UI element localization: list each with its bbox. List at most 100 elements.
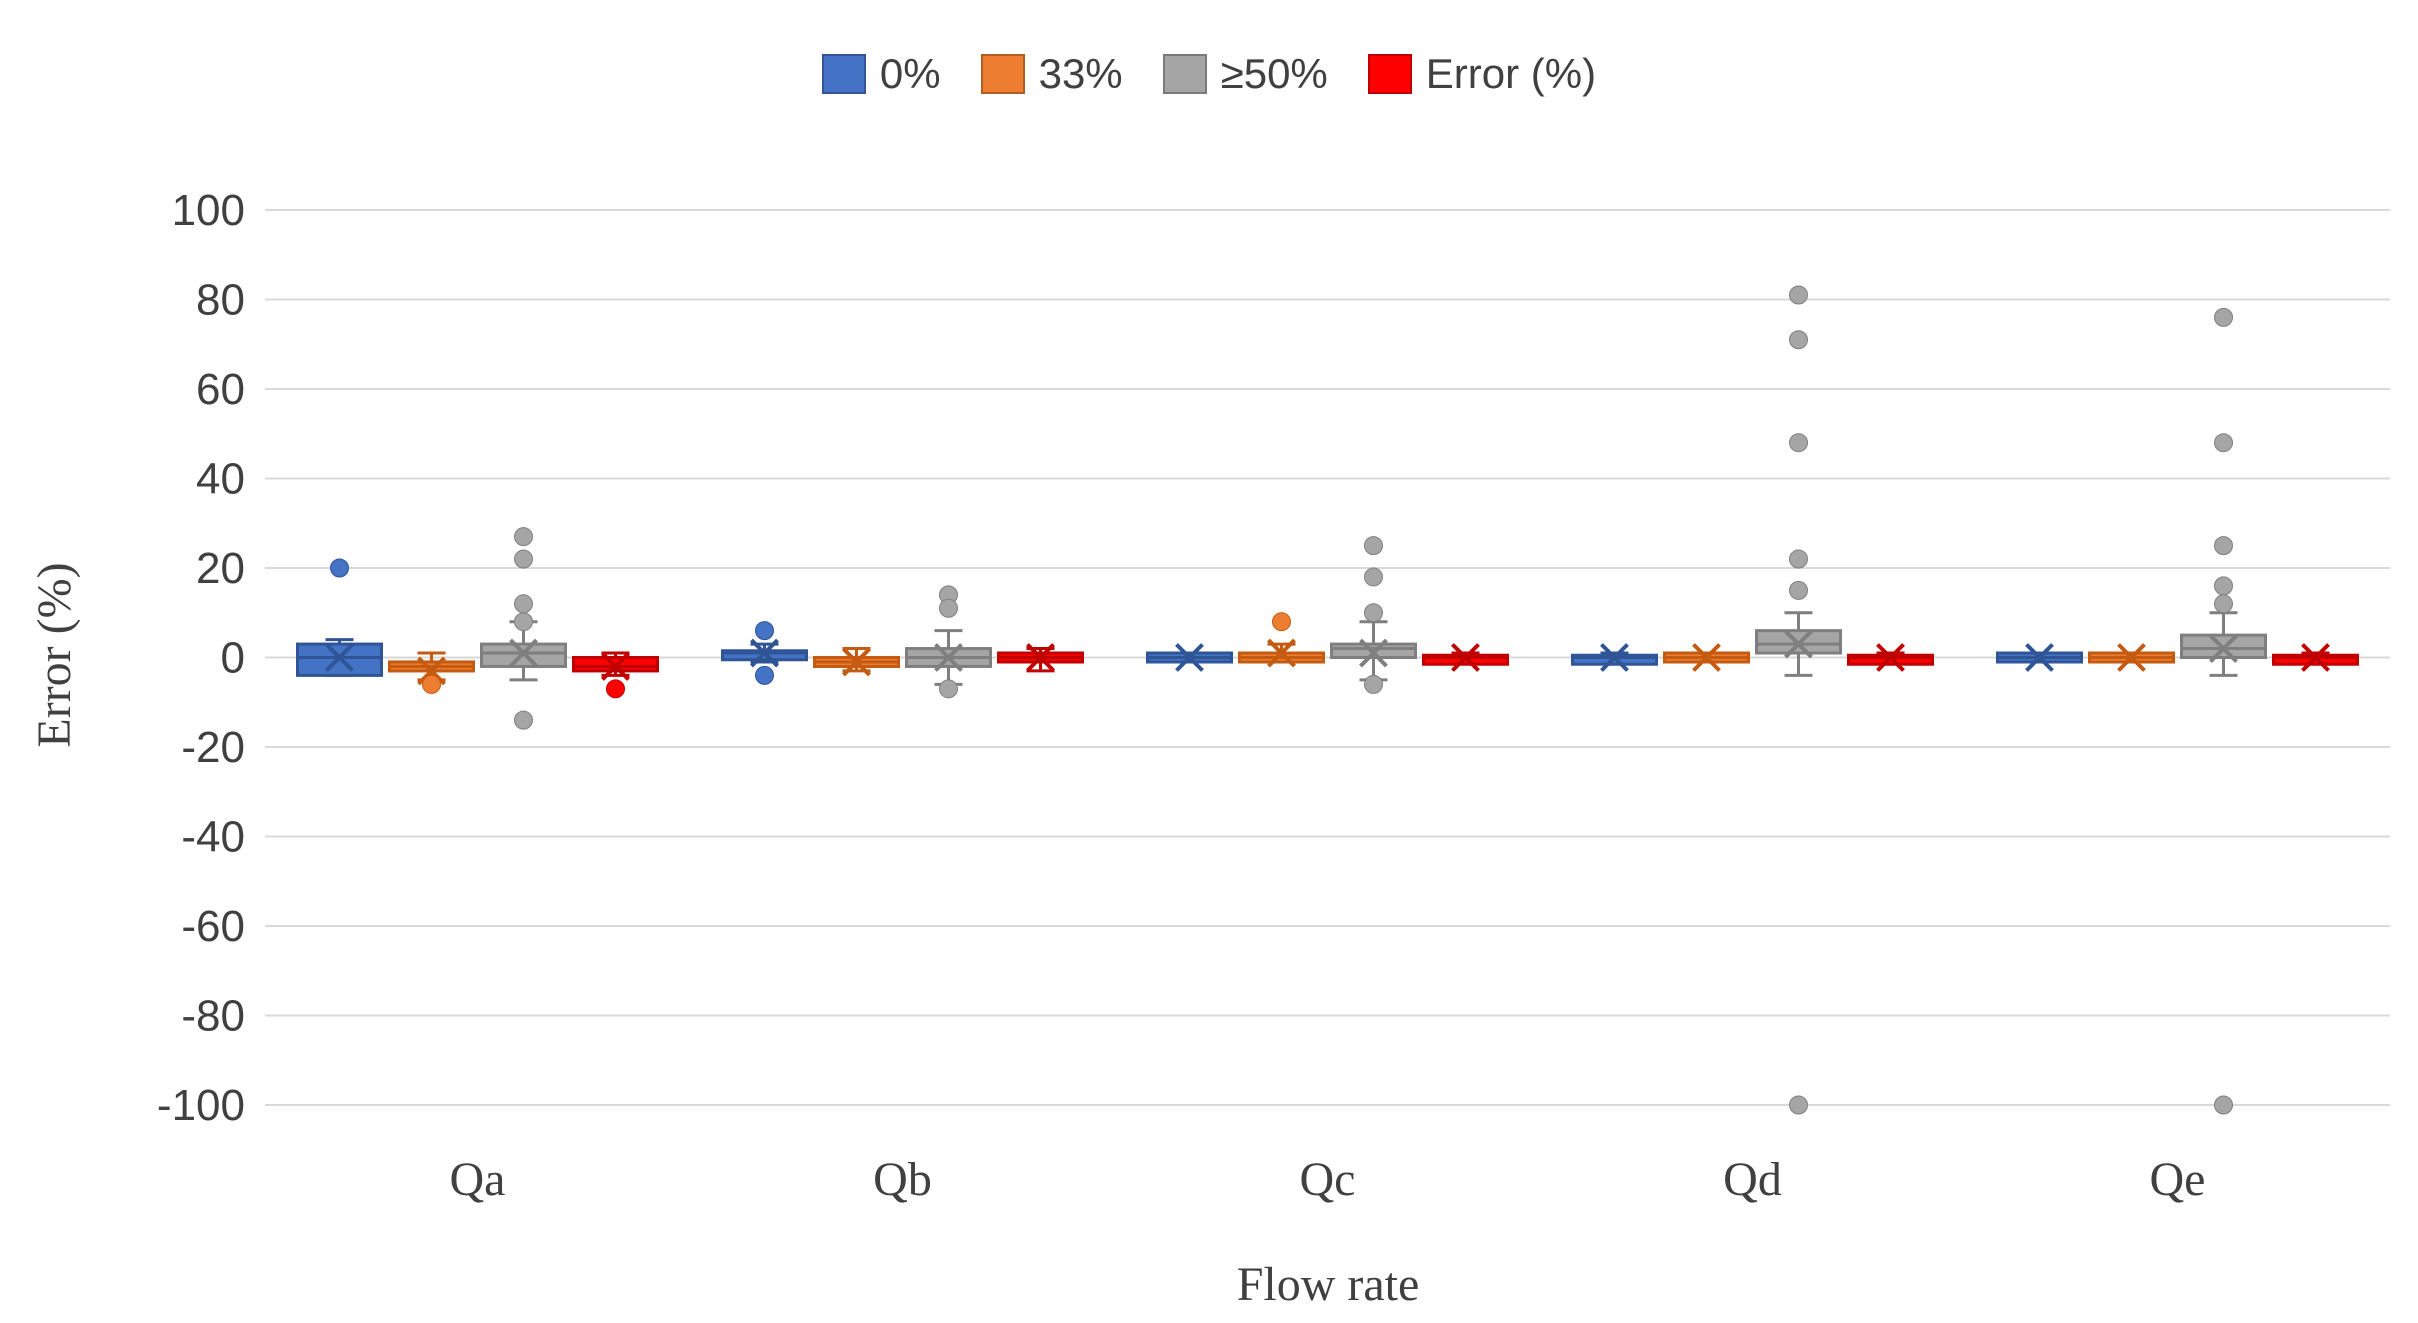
outlier-point xyxy=(606,679,625,699)
y-tick-label--20: -20 xyxy=(181,723,245,772)
box-33%-Qe xyxy=(2088,643,2175,672)
mean-marker xyxy=(1784,629,1813,659)
outlier-point xyxy=(1364,567,1383,587)
outlier-point xyxy=(2214,536,2233,556)
box-Error (%)-Qd xyxy=(1847,643,1934,672)
outlier-point xyxy=(2214,1095,2233,1115)
box-≥50%-Qb xyxy=(905,585,992,699)
outlier-point xyxy=(2214,433,2233,453)
mean-marker xyxy=(1876,643,1905,672)
outlier-point xyxy=(514,710,533,730)
y-axis-ticks: 100 80 60 40 20 0 -20 -40 -60 -80 -100 xyxy=(157,186,245,1130)
y-tick-label--60: -60 xyxy=(181,902,245,951)
outlier-point xyxy=(330,558,349,578)
box-33%-Qa xyxy=(388,651,475,694)
mean-marker xyxy=(417,656,446,686)
box-0%-Qa xyxy=(296,558,383,677)
legend-label-error: Error (%) xyxy=(1425,50,1597,97)
y-tick-label--80: -80 xyxy=(181,992,245,1041)
mean-marker xyxy=(2301,643,2330,672)
x-category-label-Qc: Qc xyxy=(1300,1153,1356,1206)
outlier-point xyxy=(2214,576,2233,596)
outlier-point xyxy=(1789,580,1808,600)
x-category-label-Qb: Qb xyxy=(873,1153,932,1206)
outlier-point xyxy=(514,549,533,569)
box-33%-Qb xyxy=(813,647,900,677)
box-0%-Qd xyxy=(1571,643,1658,672)
box-0%-Qe xyxy=(1996,643,2083,672)
legend-item-0pct: 0% xyxy=(821,50,941,98)
box-≥50%-Qc xyxy=(1330,536,1417,694)
outlier-point xyxy=(939,598,958,618)
legend-swatch-error xyxy=(1367,54,1412,94)
outlier-point xyxy=(1789,433,1808,453)
outlier-point xyxy=(755,621,774,641)
y-tick-label-20: 20 xyxy=(196,544,245,593)
outlier-point xyxy=(939,679,958,699)
legend-label-33pct: 33% xyxy=(1038,50,1123,97)
mean-marker xyxy=(1175,643,1204,672)
outlier-point xyxy=(1789,330,1808,350)
y-tick-label-100: 100 xyxy=(172,186,245,235)
mean-marker xyxy=(934,643,963,672)
y-tick-label-0: 0 xyxy=(221,634,245,683)
outlier-point xyxy=(514,594,533,614)
mean-marker xyxy=(1359,638,1388,668)
mean-marker xyxy=(325,643,354,672)
x-axis-categories: Qa Qb Qc Qd Qe xyxy=(450,1153,2206,1206)
outlier-point xyxy=(755,665,774,685)
x-category-label-Qa: Qa xyxy=(450,1153,506,1206)
legend-item-error: Error (%) xyxy=(1367,50,1597,98)
mean-marker xyxy=(750,638,779,668)
box-Error (%)-Qe xyxy=(2272,643,2359,672)
legend-swatch-50pct xyxy=(1162,54,1207,94)
box-≥50%-Qa xyxy=(480,527,567,730)
mean-marker xyxy=(1692,643,1721,672)
y-tick-label-80: 80 xyxy=(196,276,245,325)
mean-marker xyxy=(2209,634,2238,663)
outlier-point xyxy=(1272,612,1291,632)
x-category-label-Qe: Qe xyxy=(2150,1153,2206,1206)
mean-marker xyxy=(842,647,871,677)
mean-marker xyxy=(2117,643,2146,672)
x-category-label-Qd: Qd xyxy=(1723,1153,1782,1206)
outlier-point xyxy=(1789,285,1808,305)
legend-swatch-0pct xyxy=(821,54,866,94)
legend-item-50pct: ≥50% xyxy=(1162,50,1328,98)
outlier-point xyxy=(2214,594,2233,614)
outlier-point xyxy=(422,674,441,694)
y-tick-label-40: 40 xyxy=(196,455,245,504)
y-tick-label--40: -40 xyxy=(181,813,245,862)
box-33%-Qc xyxy=(1238,612,1325,668)
y-tick-label-60: 60 xyxy=(196,365,245,414)
mean-marker xyxy=(1451,643,1480,672)
outlier-point xyxy=(1364,536,1383,556)
mean-marker xyxy=(601,652,630,681)
box-≥50%-Qd xyxy=(1755,285,1842,1115)
mean-marker xyxy=(1267,638,1296,668)
outlier-point xyxy=(514,612,533,632)
outlier-point xyxy=(1364,674,1383,694)
outlier-point xyxy=(1789,549,1808,569)
legend-swatch-33pct xyxy=(980,54,1025,94)
box-33%-Qd xyxy=(1663,643,1750,672)
mean-marker xyxy=(1026,643,1055,672)
box-Error (%)-Qb xyxy=(997,643,1084,673)
box-0%-Qc xyxy=(1146,643,1233,672)
legend-label-0pct: 0% xyxy=(879,50,941,97)
x-axis-title: Flow rate xyxy=(1237,1258,1420,1311)
outlier-point xyxy=(1364,603,1383,623)
legend-label-50pct: ≥50% xyxy=(1220,50,1328,97)
outlier-point xyxy=(1789,1095,1808,1115)
y-tick-label--100: -100 xyxy=(157,1081,245,1130)
outlier-point xyxy=(2214,307,2233,327)
mean-marker xyxy=(2025,643,2054,672)
legend-item-33pct: 33% xyxy=(980,50,1123,98)
y-axis-title: Error (%) xyxy=(28,562,81,747)
box-Error (%)-Qa xyxy=(572,651,659,699)
box-marks xyxy=(296,285,2359,1115)
box-0%-Qb xyxy=(721,621,808,685)
gridlines xyxy=(265,209,2390,1106)
mean-marker xyxy=(1600,643,1629,672)
